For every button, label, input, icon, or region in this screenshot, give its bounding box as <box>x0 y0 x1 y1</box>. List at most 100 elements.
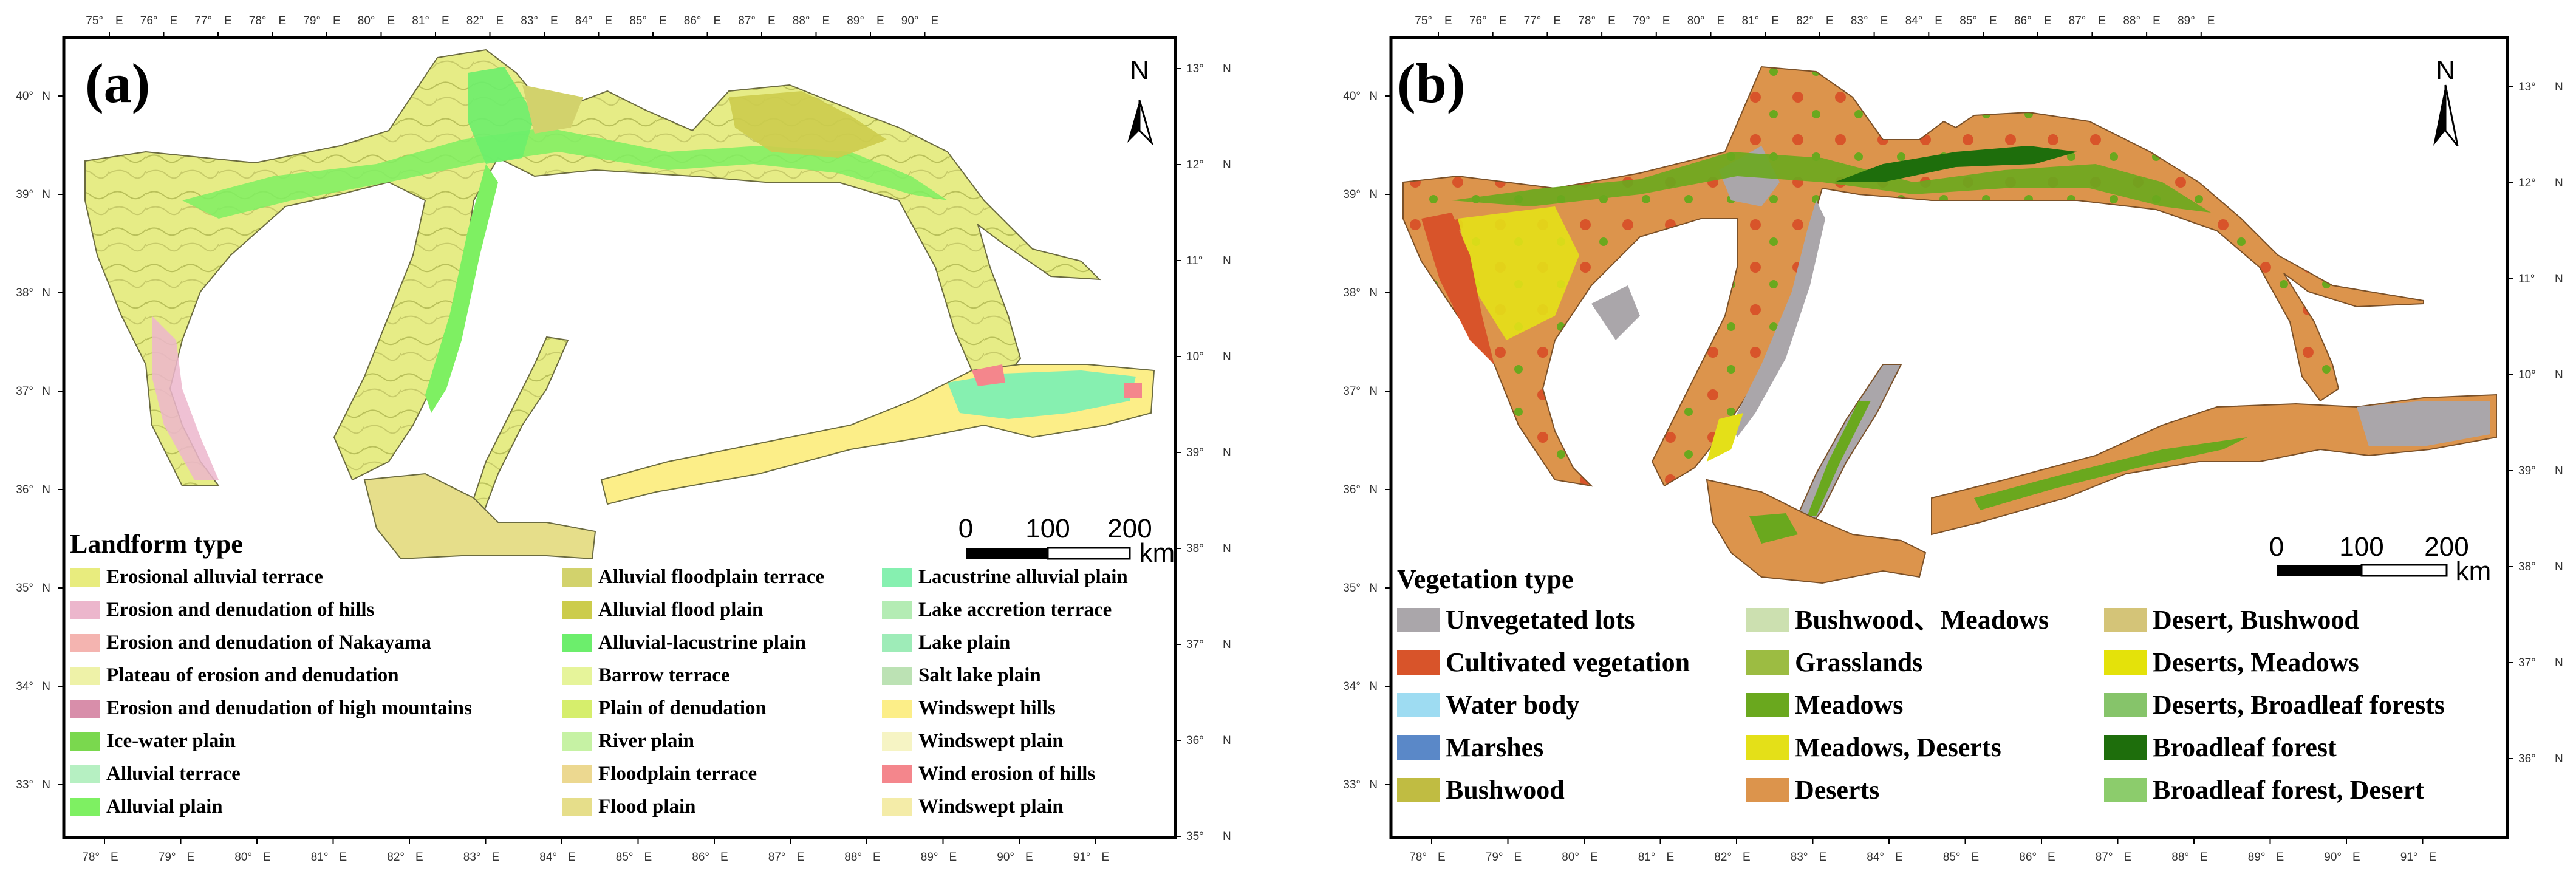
left-tick-label: 34° <box>16 680 33 693</box>
top-tick-label: 79° <box>303 15 321 27</box>
legend-label: Barrow terrace <box>598 664 730 686</box>
top-tick-suffix: E <box>2044 15 2052 27</box>
bottom-tick-suffix: E <box>415 851 423 864</box>
top-tick-suffix: E <box>279 15 287 27</box>
legend-swatch <box>2104 608 2147 632</box>
right-tick-label: 39° <box>2518 465 2536 477</box>
right-tick-suffix: N <box>2555 81 2563 94</box>
legend-swatch <box>882 732 912 751</box>
north-label: N <box>1130 55 1149 85</box>
bottom-tick-suffix: E <box>797 851 805 864</box>
right-tick-label: 37° <box>2518 657 2536 669</box>
panel-a-region-corridor <box>182 128 948 219</box>
right-tick-label: 36° <box>1186 734 1204 747</box>
bottom-tick-suffix: E <box>1438 851 1446 864</box>
right-tick-suffix: N <box>1223 830 1231 843</box>
bottom-tick-label: 87° <box>2096 851 2113 864</box>
panel-a-region-olive2 <box>522 85 583 134</box>
legend-label: Windswept plain <box>918 730 1064 752</box>
right-tick-label: 11° <box>1186 254 1203 267</box>
right-tick-label: 11° <box>2518 273 2535 285</box>
left-tick-label: 33° <box>16 779 33 791</box>
legend-label: Plateau of erosion and denudation <box>106 664 399 686</box>
bottom-tick-label: 90° <box>997 851 1014 864</box>
legend-label: Erosional alluvial terrace <box>106 566 323 588</box>
panel-a <box>62 36 1177 839</box>
bottom-tick-label: 80° <box>1562 851 1579 864</box>
legend-label: Lake accretion terrace <box>918 599 1112 621</box>
legend-swatch <box>70 798 100 816</box>
top-tick-label: 84° <box>1905 15 1923 27</box>
left-tick-suffix: N <box>42 188 50 201</box>
legend-label: Broadleaf forest, Desert <box>2153 775 2424 805</box>
legend-label: Salt lake plain <box>918 664 1041 686</box>
top-tick-label: 85° <box>629 15 647 27</box>
scale-mid: 100 <box>1025 514 1070 544</box>
bottom-tick-label: 81° <box>311 851 329 864</box>
legend-swatch <box>562 765 592 783</box>
left-tick-suffix: N <box>1369 483 1378 496</box>
left-tick-suffix: N <box>1369 385 1378 398</box>
legend-swatch <box>1397 693 1440 717</box>
legend-swatch <box>2104 650 2147 675</box>
panel-b-map <box>1402 66 2497 584</box>
bottom-tick-label: 78° <box>1409 851 1427 864</box>
bottom-tick-suffix: E <box>2200 851 2208 864</box>
legend-swatch <box>70 732 100 751</box>
bottom-tick-suffix: E <box>644 851 652 864</box>
bottom-tick-label: 82° <box>387 851 405 864</box>
legend-swatch <box>562 798 592 816</box>
legend-label: Lake plain <box>918 632 1010 653</box>
panel-b-region-se-green <box>1974 437 2247 510</box>
top-tick-suffix: E <box>1499 15 1507 27</box>
right-tick-suffix: N <box>1223 159 1231 171</box>
legend-label: River plain <box>598 730 694 752</box>
top-tick-suffix: E <box>333 15 341 27</box>
legend-label: Ice-water plain <box>106 730 236 752</box>
right-tick-label: 13° <box>2518 81 2536 94</box>
legend-label: Bushwood <box>1446 775 1565 805</box>
top-tick-suffix: E <box>768 15 776 27</box>
left-tick-suffix: N <box>42 287 50 299</box>
top-tick-suffix: E <box>876 15 884 27</box>
right-tick-suffix: N <box>1223 542 1231 555</box>
top-tick-label: 88° <box>2123 15 2140 27</box>
north-label: N <box>2436 55 2455 85</box>
legend-label: Plain of denudation <box>598 697 767 719</box>
bottom-tick-label: 86° <box>692 851 709 864</box>
bottom-tick-suffix: E <box>2352 851 2360 864</box>
panel-a-region-red <box>972 364 1005 386</box>
top-tick-suffix: E <box>2207 15 2215 27</box>
right-tick-suffix: N <box>1223 446 1231 459</box>
legend-label: Grasslands <box>1795 647 1922 677</box>
bottom-tick-label: 79° <box>159 851 176 864</box>
legend-label: Meadows <box>1795 690 1903 720</box>
bottom-tick-suffix: E <box>111 851 118 864</box>
right-tick-label: 12° <box>2518 177 2536 189</box>
panel-b-region-cultivated <box>1421 213 1494 364</box>
bottom-tick-label: 91° <box>2400 851 2418 864</box>
top-tick-suffix: E <box>1989 15 1997 27</box>
bottom-tick-label: 83° <box>463 851 481 864</box>
right-tick-suffix: N <box>2555 273 2563 285</box>
legend-swatch <box>562 634 592 652</box>
legend-label: Deserts <box>1795 775 1879 805</box>
scale-zero: 0 <box>2269 532 2284 562</box>
top-tick-suffix: E <box>115 15 123 27</box>
left-tick-suffix: N <box>42 90 50 103</box>
legend-swatch <box>882 634 912 652</box>
top-tick-label: 90° <box>901 15 919 27</box>
panel-a-region-green-upper <box>468 67 535 164</box>
panel-a-region-olive <box>729 91 887 158</box>
legend-swatch <box>70 568 100 587</box>
right-tick-label: 39° <box>1186 446 1204 459</box>
panel-label: (b) <box>1397 52 1465 114</box>
top-tick-label: 75° <box>1415 15 1432 27</box>
top-tick-label: 77° <box>194 15 212 27</box>
bottom-tick-label: 89° <box>2248 851 2266 864</box>
left-tick-label: 40° <box>1343 90 1361 103</box>
panel-b-scale-bar <box>2277 564 2448 577</box>
top-tick-label: 75° <box>86 15 103 27</box>
legend-swatch <box>2104 778 2147 802</box>
panel-a-region-red2 <box>1124 383 1142 398</box>
